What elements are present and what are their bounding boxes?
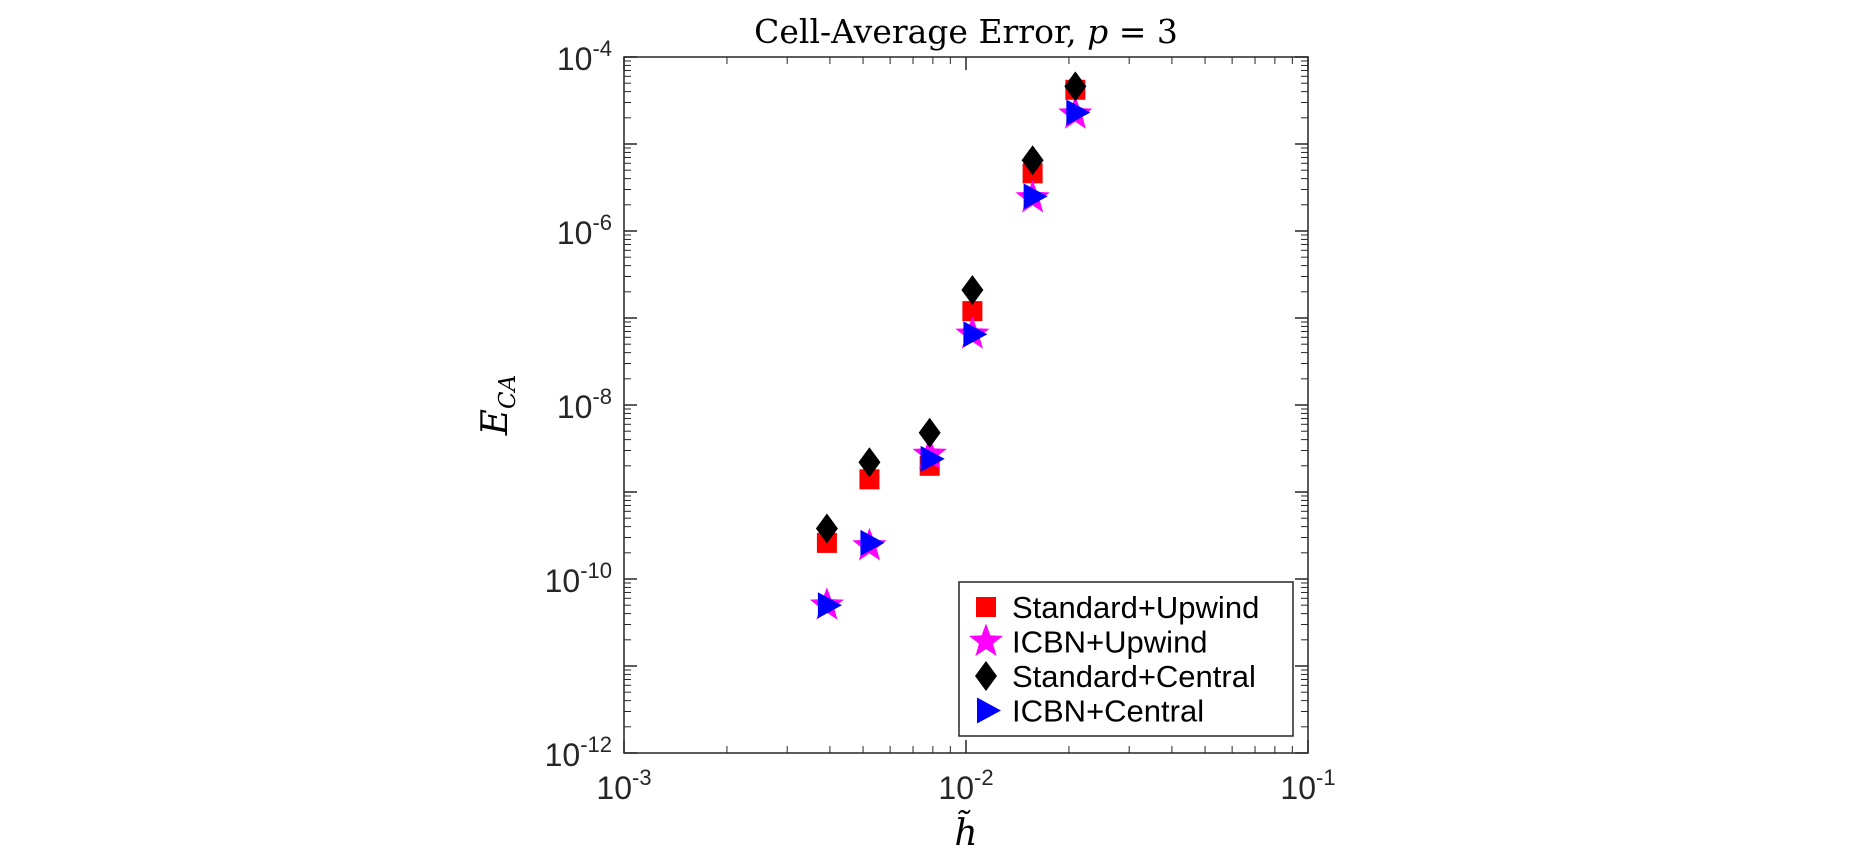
x-tick-label: 10-1: [1280, 765, 1335, 806]
x-tick-labels: 10-3 10-2 10-1: [596, 765, 1335, 806]
point-standard-central: [918, 417, 941, 448]
y-tick-label: 10-4: [557, 36, 612, 77]
legend: Standard+UpwindICBN+UpwindStandard+Centr…: [958, 581, 1294, 737]
major-ticks: [623, 56, 1309, 754]
y-tick-labels: 10-12 10-10 10-8 10-6 10-4: [545, 36, 612, 773]
point-standard-central: [815, 513, 838, 544]
chart-title: Cell-Average Error, p = 3: [754, 12, 1178, 51]
legend-marker-icbn-central: [977, 697, 1001, 724]
y-tick-label: 10-12: [545, 732, 612, 773]
legend-marker-standard-central: [975, 661, 997, 691]
legend-entries: Standard+UpwindICBN+UpwindStandard+Centr…: [968, 590, 1259, 729]
x-tick-label: 10-3: [596, 765, 651, 806]
legend-label-icbn-upwind: ICBN+Upwind: [1012, 625, 1208, 660]
legend-label-icbn-central: ICBN+Central: [1012, 694, 1204, 729]
y-tick-label: 10-8: [557, 384, 612, 425]
legend-label-standard-central: Standard+Central: [1012, 659, 1256, 694]
point-icbn-central: [860, 529, 885, 556]
data-markers: [809, 71, 1093, 620]
legend-marker-standard-upwind: [976, 597, 996, 617]
x-tick-label: 10-2: [938, 765, 993, 806]
minor-ticks: [624, 57, 1308, 753]
point-icbn-central: [1023, 183, 1048, 210]
y-tick-label: 10-10: [545, 558, 612, 599]
y-axis-label: ECA: [475, 375, 521, 437]
point-standard-central: [1021, 145, 1044, 176]
legend-marker-icbn-upwind: [968, 623, 1004, 657]
point-icbn-central: [963, 321, 988, 348]
legend-box: [958, 581, 1294, 737]
point-standard-upwind: [962, 301, 983, 322]
point-standard-upwind: [859, 469, 880, 490]
legend-label-standard-upwind: Standard+Upwind: [1012, 590, 1259, 625]
point-icbn-central: [1066, 99, 1091, 126]
point-icbn-central: [920, 445, 945, 472]
point-standard-central: [858, 447, 881, 478]
point-icbn-central: [817, 592, 842, 619]
y-tick-label: 10-6: [557, 210, 612, 251]
x-axis-label: h̃: [954, 811, 977, 854]
point-standard-central: [1064, 71, 1087, 102]
point-standard-central: [961, 274, 984, 305]
